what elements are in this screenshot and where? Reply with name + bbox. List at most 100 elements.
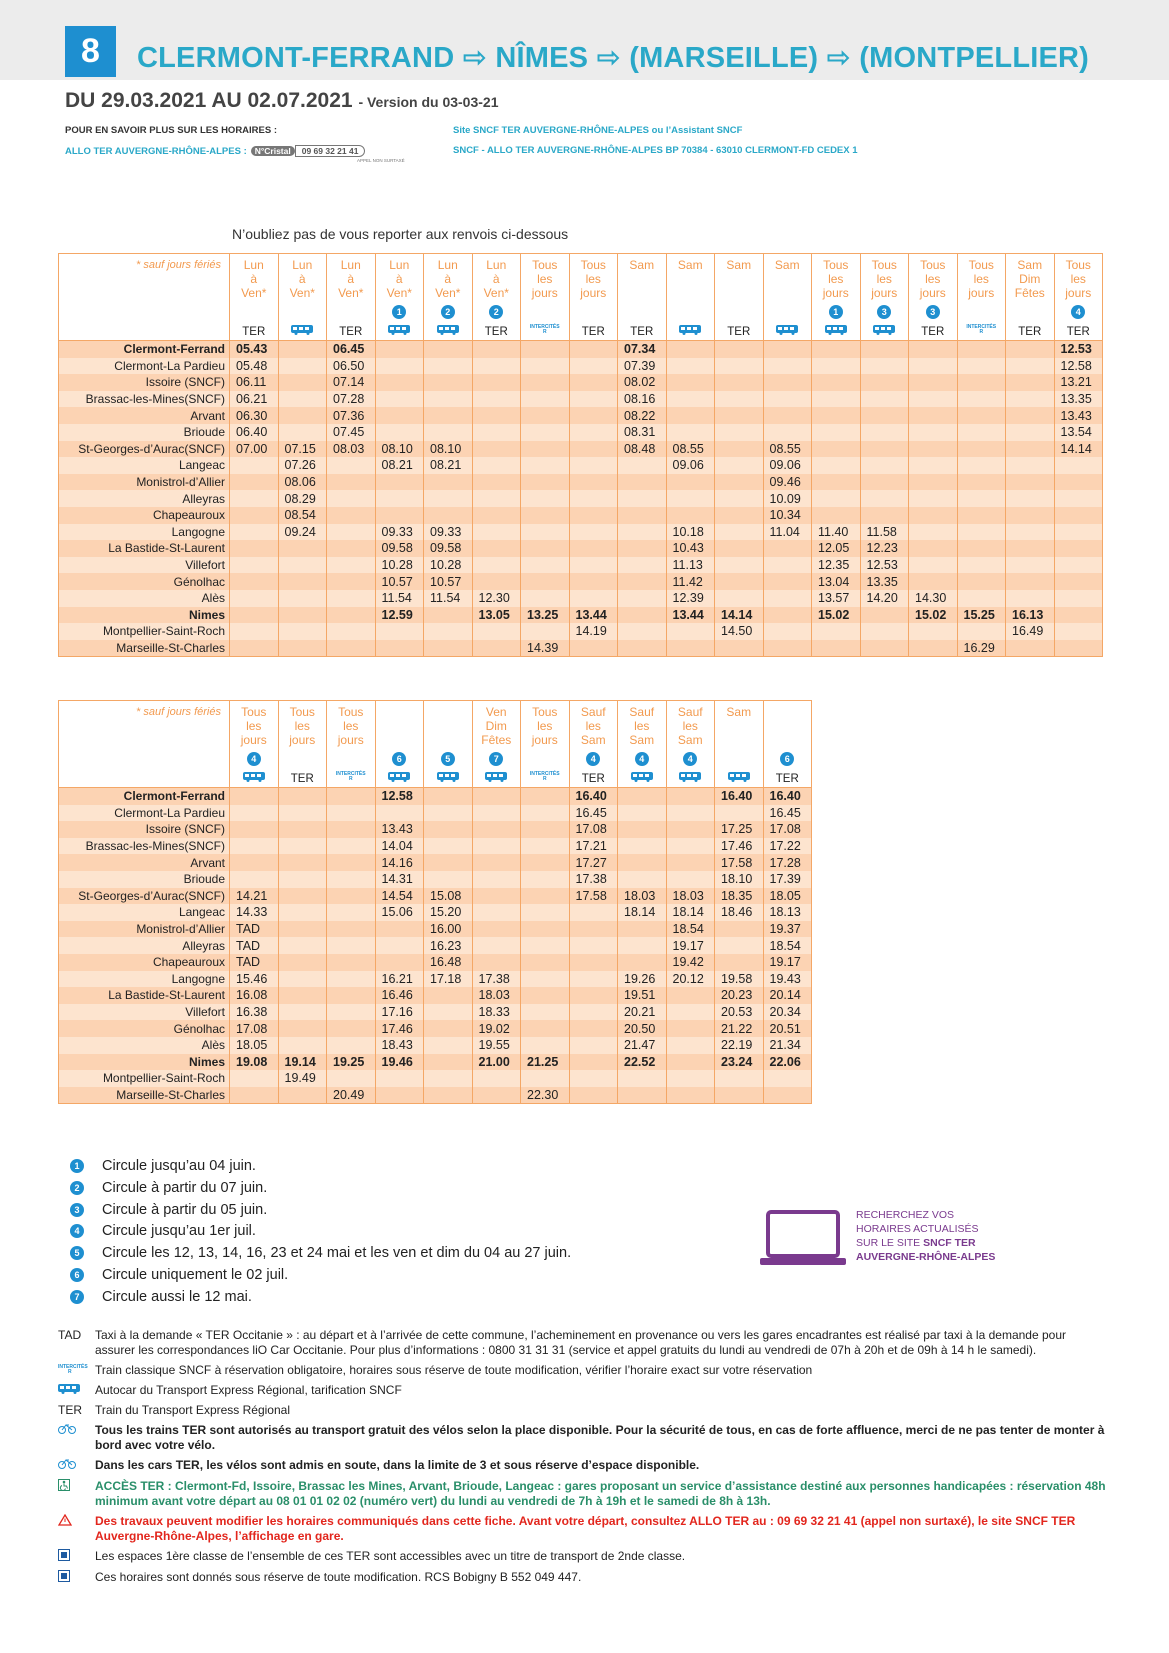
- empty-cell: [326, 821, 376, 838]
- empty-cell: [714, 423, 764, 441]
- empty-cell: [568, 1036, 618, 1054]
- empty-cell: [714, 490, 764, 507]
- time: 05.43: [229, 340, 279, 358]
- time: 11.40: [811, 523, 861, 541]
- empty-cell: [1005, 506, 1055, 524]
- legend-item: Dans les cars TER, les vélos sont admis …: [58, 1458, 1106, 1474]
- empty-cell: [1053, 589, 1103, 607]
- empty-cell: [1053, 523, 1103, 541]
- line-number: 8: [65, 26, 116, 77]
- station: Issoire (SNCF): [58, 821, 230, 838]
- legend-text: Les espaces 1ère classe de l’ensemble de…: [95, 1549, 686, 1563]
- empty-cell: [277, 606, 327, 624]
- day-line: Sam: [629, 733, 655, 747]
- day-line: jours: [822, 286, 849, 300]
- station: Arvant: [58, 407, 230, 424]
- empty-cell: [714, 407, 764, 424]
- empty-cell: [520, 887, 570, 905]
- day-line: jours: [580, 286, 607, 300]
- empty-cell: [423, 390, 473, 408]
- bus-icon: [727, 772, 750, 782]
- empty-cell: [617, 920, 667, 938]
- empty-cell: [277, 787, 327, 805]
- empty-cell: [229, 573, 279, 590]
- mode: TER: [1055, 326, 1103, 338]
- column-header: Tous les jours 4 TER: [1053, 253, 1103, 341]
- days: Tous les jours: [521, 705, 569, 747]
- day-line: jours: [871, 286, 898, 300]
- corner-text: * sauf jours fériés: [136, 259, 221, 271]
- time: 09.58: [374, 540, 424, 557]
- empty-cell: [229, 1086, 279, 1104]
- footnote-number: 4: [70, 1224, 84, 1239]
- station: Alès: [58, 1036, 230, 1054]
- column-header: Ven Dim Fêtes 7: [471, 700, 521, 788]
- time: 15.02: [908, 606, 958, 624]
- empty-cell: [859, 407, 909, 424]
- time: 11.54: [423, 589, 473, 607]
- empty-cell: [1053, 606, 1103, 624]
- empty-cell: [665, 854, 715, 871]
- empty-cell: [326, 623, 376, 640]
- empty-cell: [326, 490, 376, 507]
- empty-cell: [714, 457, 764, 474]
- empty-cell: [229, 556, 279, 574]
- row: Génolhac 10.57 10.57 11.42 13.04 13.35: [58, 573, 1103, 590]
- legend-text: Ces horaires sont donnés sous réserve de…: [95, 1570, 582, 1584]
- day-line: les: [537, 272, 553, 286]
- empty-cell: [326, 506, 376, 524]
- header-row: * sauf jours fériés Tous les jours 4 Tous les j…: [58, 700, 812, 788]
- info-left1: POUR EN SAVOIR PLUS SUR LES HORAIRES :: [65, 125, 278, 136]
- empty-cell: [908, 473, 958, 491]
- empty-cell: [326, 887, 376, 905]
- empty-cell: [229, 854, 279, 871]
- day-line: jours: [240, 733, 267, 747]
- mode-label: TER: [1066, 326, 1090, 338]
- empty-cell: [520, 556, 570, 574]
- station: Alès: [58, 589, 230, 607]
- time: 21.34: [762, 1036, 812, 1054]
- empty-cell: [617, 457, 667, 474]
- intercites: INTERCITÉS: [966, 324, 997, 330]
- info-left2: ALLO TER AUVERGNE-RHÔNE-ALPES : N°Cristal…: [65, 145, 366, 157]
- empty-cell: [277, 1003, 327, 1021]
- empty-cell: [326, 589, 376, 607]
- time: 16.08: [229, 987, 279, 1004]
- empty-cell: [762, 340, 812, 358]
- day-line: Ven*: [483, 286, 509, 300]
- empty-cell: [423, 1003, 473, 1021]
- mode: [424, 771, 472, 785]
- time: 17.58: [568, 887, 618, 905]
- empty-cell: [714, 340, 764, 358]
- row: Nimes 12.59 13.05 13.25 13.44 13.44 14.14 15.02…: [58, 606, 1103, 624]
- day-line: les: [828, 272, 844, 286]
- legend-item: Tous les trains TER sont autorisés au tr…: [58, 1423, 1106, 1453]
- legend-text: Tous les trains TER sont autorisés au tr…: [95, 1423, 1105, 1452]
- warning-icon: [57, 1513, 73, 1526]
- legend-item: Autocar du Transport Express Régional, t…: [58, 1383, 1106, 1398]
- row: Monistrol-d’Allier TAD 16.00 18.54 19.37: [58, 920, 812, 938]
- legend-symbol: [58, 1570, 95, 1586]
- empty-cell: [859, 423, 909, 441]
- empty-cell: [811, 423, 861, 441]
- empty-cell: [229, 623, 279, 640]
- station: Issoire (SNCF): [58, 374, 230, 391]
- column-header: Lun à Ven* TER: [326, 253, 376, 341]
- empty-cell: [714, 1070, 764, 1087]
- day-line: Ven*: [241, 286, 267, 300]
- empty-cell: [762, 374, 812, 391]
- time: 14.19: [568, 623, 618, 640]
- empty-cell: [762, 423, 812, 441]
- empty-cell: [229, 490, 279, 507]
- empty-cell: [665, 1020, 715, 1037]
- column-header: Tous les jours INTERCITÉS R: [326, 700, 376, 788]
- empty-cell: [326, 556, 376, 574]
- time: 08.54: [277, 506, 327, 524]
- time: 20.21: [617, 1003, 667, 1021]
- empty-cell: [859, 506, 909, 524]
- empty-cell: [326, 457, 376, 474]
- station: Villefort: [58, 556, 230, 574]
- time: 19.25: [326, 1053, 376, 1071]
- time: 17.38: [471, 970, 521, 988]
- time: 10.57: [374, 573, 424, 590]
